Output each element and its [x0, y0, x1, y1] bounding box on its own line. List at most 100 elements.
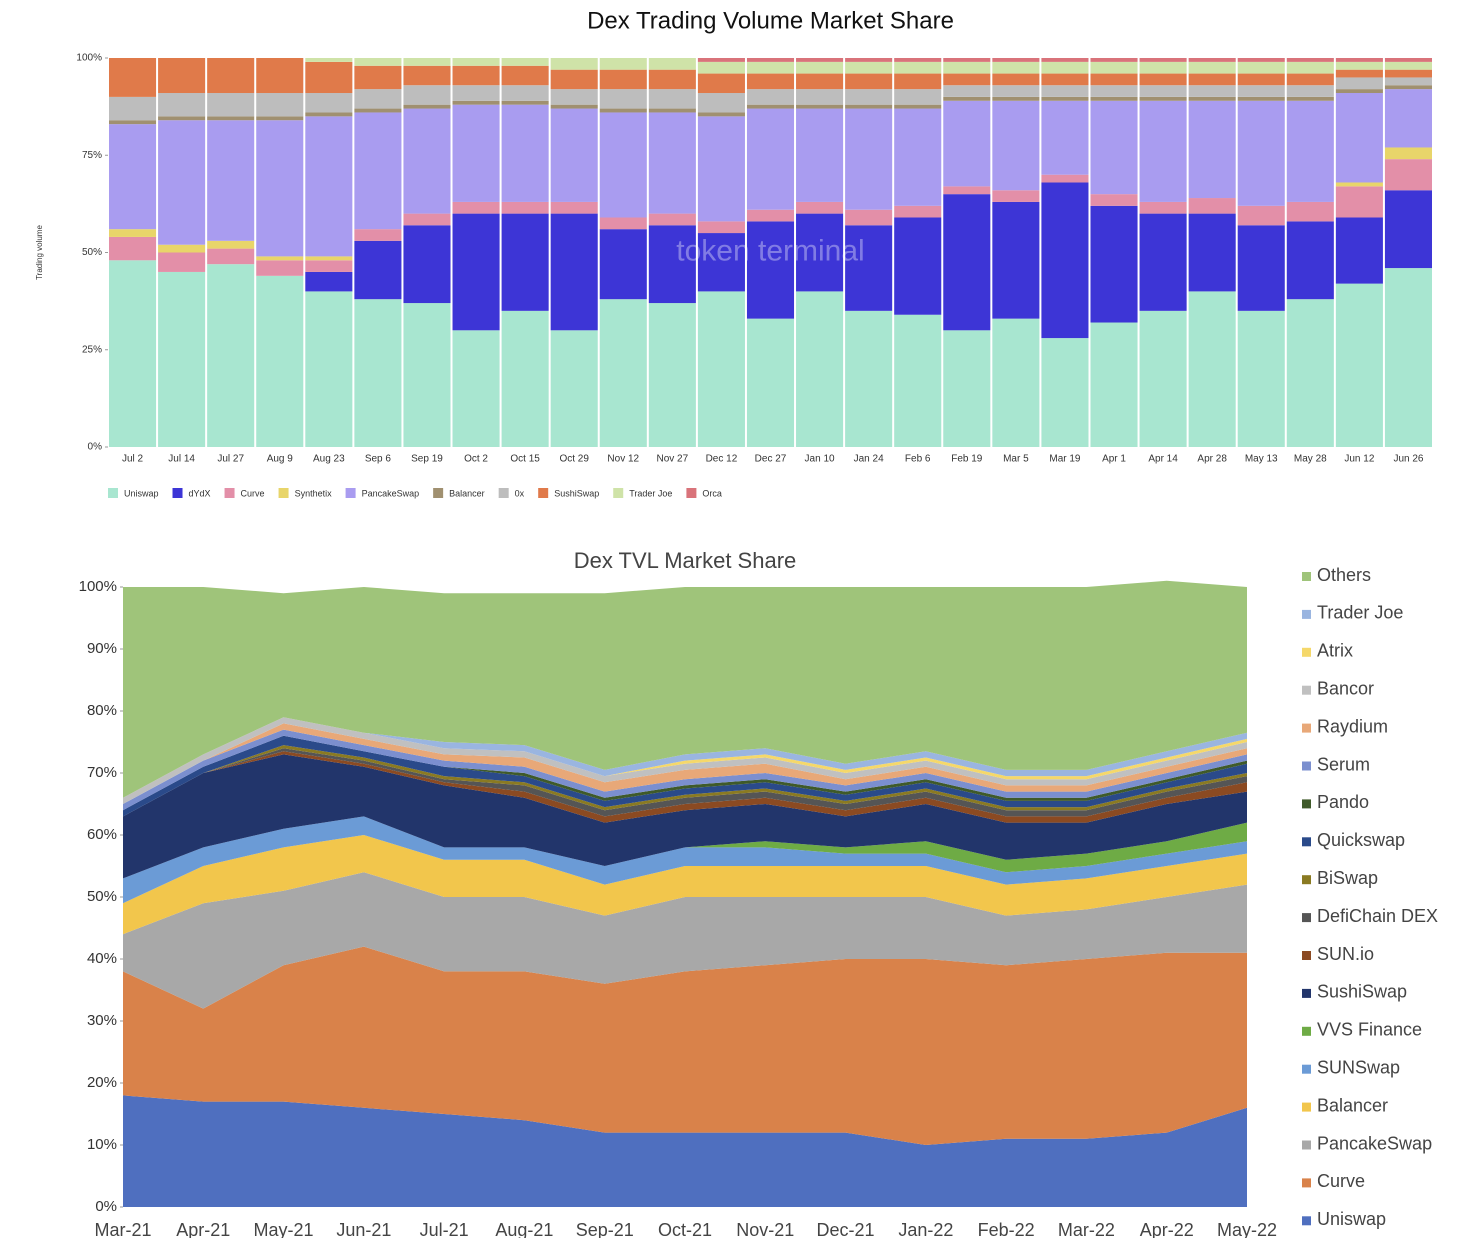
bar-segment — [109, 260, 157, 447]
bar-segment — [648, 69, 696, 90]
x-tick-label: Aug 9 — [267, 454, 294, 465]
bar-segment — [207, 120, 255, 241]
bar-segment — [599, 108, 647, 113]
bar-segment — [1237, 205, 1285, 226]
y-tick-label: 80% — [87, 702, 117, 719]
bar-segment — [501, 100, 549, 105]
bar-segment — [894, 61, 942, 74]
bar-segment — [1237, 61, 1285, 74]
bar-segment — [1237, 100, 1285, 206]
bar-segment — [943, 186, 991, 195]
bar-segment — [1041, 338, 1089, 447]
bar-segment — [1139, 61, 1187, 74]
x-tick-label: Mar 5 — [1003, 454, 1029, 465]
bar-segment — [207, 264, 255, 447]
bar-segment — [1335, 217, 1383, 284]
bar-segment — [1041, 58, 1089, 62]
bar-segment — [452, 104, 500, 202]
bar-segment — [501, 213, 549, 311]
bar-segment — [746, 89, 795, 105]
y-tick-label: 20% — [87, 1074, 117, 1091]
x-tick-label: Jun 26 — [1393, 454, 1423, 465]
bar-segment — [992, 85, 1040, 97]
bar-segment — [1286, 58, 1334, 62]
x-tick-label: Apr 14 — [1148, 454, 1178, 465]
bar-segment — [452, 85, 500, 101]
legend-swatch — [1302, 723, 1311, 733]
area — [123, 751, 1247, 823]
bar-segment — [109, 58, 157, 97]
bar-segment — [305, 61, 353, 94]
bar-segment — [943, 73, 991, 86]
bar-segment — [403, 65, 451, 86]
y-tick-label: 0% — [88, 442, 103, 453]
bar-segment — [1335, 89, 1383, 94]
bar-segment — [1041, 96, 1089, 101]
bar-segment — [845, 104, 893, 109]
area — [123, 735, 1247, 817]
bar-segment — [109, 236, 157, 261]
legend-label: BiSwap — [1317, 868, 1378, 888]
bar-segment — [746, 221, 795, 319]
legend-label: Synthetix — [295, 488, 333, 498]
bar-segment — [1139, 100, 1187, 202]
x-tick-label: Apr 1 — [1102, 454, 1126, 465]
bar-segment — [894, 104, 942, 109]
legend-label: Trader Joe — [629, 488, 672, 498]
bar-segment — [845, 58, 893, 62]
bar-segment — [746, 73, 795, 90]
bar-segment — [1384, 190, 1432, 269]
legend-swatch — [1302, 837, 1311, 847]
bar-segment — [1335, 283, 1383, 447]
bar-segment — [501, 85, 549, 101]
bar-segment — [943, 194, 991, 331]
legend-label: Pando — [1317, 792, 1369, 812]
area — [123, 946, 1247, 1145]
bar-segment — [1139, 85, 1187, 97]
bar-segment — [1384, 85, 1432, 90]
bar-segment — [1090, 61, 1138, 74]
legend-swatch — [686, 488, 697, 498]
legend-label: Raydium — [1317, 716, 1388, 736]
bar-segment — [1188, 100, 1236, 199]
bar-segment — [305, 256, 353, 261]
bar-segment — [992, 201, 1040, 319]
bar-segment — [305, 116, 353, 257]
bar-segment — [648, 108, 696, 113]
bar-segment — [1139, 96, 1187, 101]
x-tick-label: Apr 28 — [1197, 454, 1227, 465]
y-axis-label: Trading volume — [35, 225, 44, 280]
bar-segment — [1286, 96, 1334, 101]
bar-segment — [746, 58, 795, 62]
bar-segment — [1090, 194, 1138, 206]
bar-segment — [1384, 268, 1432, 447]
bar-segment — [452, 58, 500, 66]
legend-swatch — [1302, 799, 1311, 809]
bar-segment — [256, 275, 304, 447]
bar-segment — [697, 93, 745, 113]
bar-segment — [1041, 73, 1089, 86]
bar-segment — [501, 104, 549, 202]
x-tick-label: May-21 — [254, 1220, 314, 1238]
bar-segment — [256, 116, 304, 121]
bar-segment — [1286, 299, 1334, 447]
bar-segment — [697, 73, 745, 94]
legend-swatch — [1302, 1102, 1311, 1112]
legend-swatch — [1302, 1216, 1311, 1226]
bar-segment — [1237, 85, 1285, 97]
bar-segment — [1384, 159, 1432, 191]
bar-segment — [894, 217, 942, 315]
bar-segment — [845, 209, 893, 226]
bar-segment — [648, 112, 696, 214]
bar-segment — [403, 108, 451, 214]
legend-swatch — [1302, 913, 1311, 923]
x-tick-label: Apr-22 — [1140, 1220, 1194, 1238]
bar-segment — [697, 112, 745, 117]
legend-swatch — [1302, 988, 1311, 998]
bar-segment — [1384, 77, 1432, 86]
legend-swatch — [1302, 609, 1311, 619]
bar-segment — [305, 271, 353, 292]
bar-segment — [1139, 310, 1187, 447]
x-tick-label: Sep 19 — [411, 454, 443, 465]
bar-segment — [845, 225, 893, 311]
